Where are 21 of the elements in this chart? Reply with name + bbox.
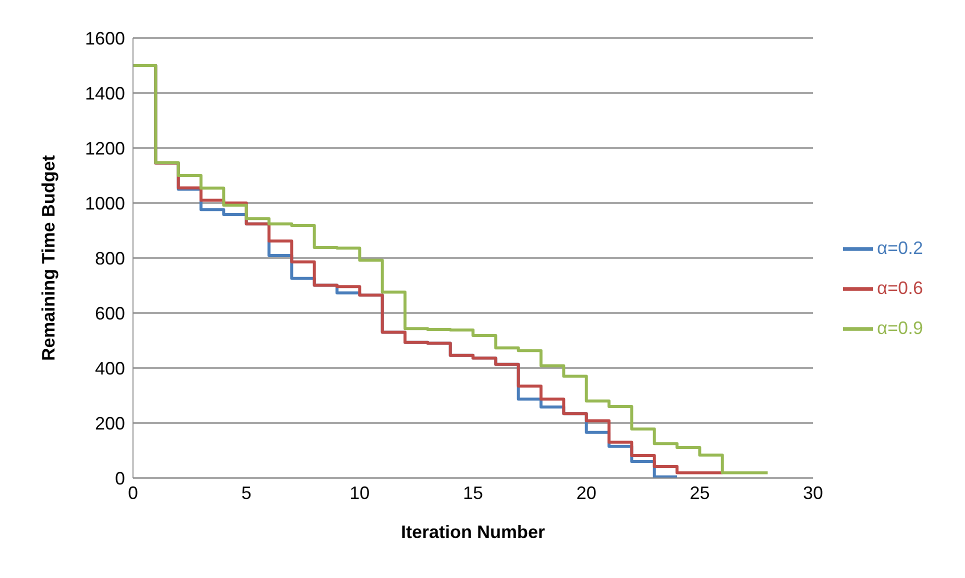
x-tick-label: 5 xyxy=(241,482,252,503)
y-tick-label: 200 xyxy=(94,413,125,434)
legend-label: α=0.9 xyxy=(877,318,923,338)
legend-label: α=0.2 xyxy=(877,238,923,258)
x-tick-label: 25 xyxy=(690,482,710,503)
y-tick-label: 0 xyxy=(114,468,125,488)
y-tick-label: 1400 xyxy=(84,83,125,104)
x-tick-label: 30 xyxy=(803,482,824,503)
y-axis-title: Remaining Time Budget xyxy=(38,155,58,361)
y-tick-label: 400 xyxy=(94,358,125,378)
legend-label: α=0.6 xyxy=(877,278,923,298)
x-tick-label: 0 xyxy=(128,482,138,503)
y-tick-label: 1600 xyxy=(84,28,125,48)
y-tick-label: 600 xyxy=(94,303,125,324)
x-tick-label: 20 xyxy=(576,482,596,503)
y-tick-label: 1000 xyxy=(84,193,125,214)
x-tick-label: 10 xyxy=(350,482,370,503)
y-tick-label: 1200 xyxy=(84,138,125,158)
x-axis-title: Iteration Number xyxy=(401,522,546,542)
y-tick-label: 800 xyxy=(94,248,125,268)
x-tick-label: 15 xyxy=(463,482,484,503)
